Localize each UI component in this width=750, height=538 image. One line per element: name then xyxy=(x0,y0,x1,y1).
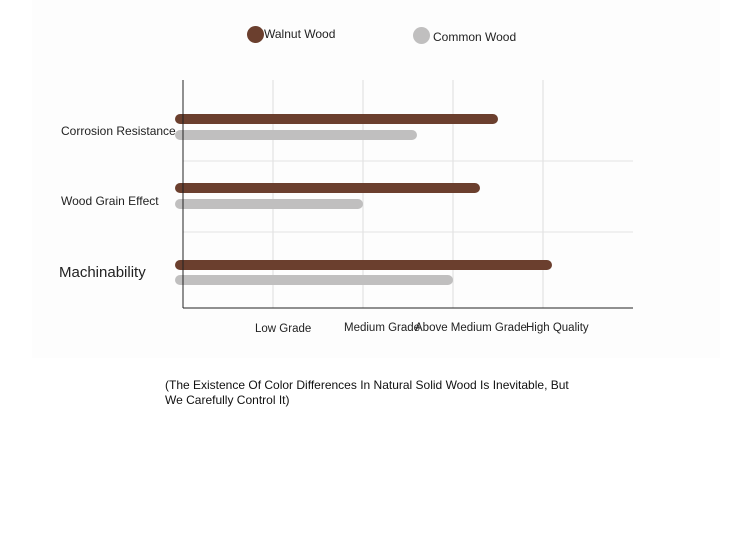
x-tick-label-low-grade: Low Grade xyxy=(255,323,311,335)
legend-item-walnut-wood: Walnut Wood xyxy=(247,26,335,43)
legend-label-common-wood: Common Wood xyxy=(433,30,517,44)
legend-label-walnut-wood: Walnut Wood xyxy=(264,26,336,41)
bar-common-wood-corrosion-resistance xyxy=(175,130,417,140)
bar-walnut-wood-machinability xyxy=(175,260,552,270)
legend-item-common-wood: Common Wood xyxy=(413,26,516,44)
legend-swatch-walnut-wood xyxy=(247,26,264,43)
disclaimer-note: (The Existence Of Color Differences In N… xyxy=(165,378,569,407)
x-tick-label-medium-grade: Medium Grade xyxy=(344,322,420,334)
legend-swatch-common-wood xyxy=(413,26,430,44)
x-tick-label-high-quality: High Quality xyxy=(526,322,589,334)
category-label-machinability: Machinability xyxy=(59,264,146,281)
chart-panel xyxy=(32,0,720,358)
x-tick-label-above-medium-grade: Above Medium Grade xyxy=(415,322,527,334)
bars xyxy=(175,114,552,285)
category-labels: Corrosion Resistance Wood Grain Effect Mac… xyxy=(59,124,176,281)
category-label-corrosion-resistance: Corrosion Resistance xyxy=(61,124,176,138)
bar-common-wood-wood-grain-effect xyxy=(175,199,363,209)
bar-walnut-wood-corrosion-resistance xyxy=(175,114,498,124)
bar-walnut-wood-wood-grain-effect xyxy=(175,183,480,193)
axes xyxy=(182,80,633,309)
bar-common-wood-machinability xyxy=(175,275,453,285)
category-label-wood-grain-effect: Wood Grain Effect xyxy=(61,194,159,208)
